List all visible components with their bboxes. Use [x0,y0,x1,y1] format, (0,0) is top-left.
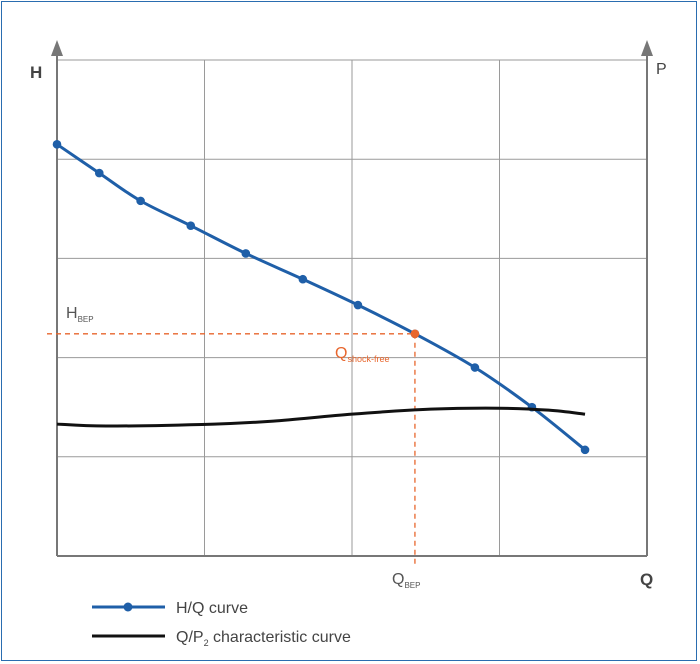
data-point-hq [52,140,62,149]
h-bep-main: H [66,305,78,322]
legend-marker-hq [123,602,133,612]
series-line-qp2 [56,406,586,428]
legend-label-qp2-main: Q/P [176,629,204,646]
data-point-hq [298,274,308,284]
legend-item-qp2: Q/P2 characteristic curve [92,629,351,648]
data-point-hq [353,300,363,310]
h-bep-sub: BEP [78,315,94,324]
q-bep-main: Q [392,571,404,588]
q-shock-free-main: Q [335,345,347,362]
y-axis-label-right: P [656,61,667,78]
x-axis-label: Q [640,570,653,589]
legend-item-hq: H/Q curve [92,600,248,617]
legend-label-qp2: Q/P2 characteristic curve [176,629,351,648]
h-bep-label: HBEP [66,305,94,324]
data-point-hq [580,445,590,455]
data-point-hq [94,168,104,178]
q-shock-free-sub: shock-free [347,354,389,364]
data-point-hq [470,363,480,372]
bep-point [410,329,420,339]
y-axis-right-arrow [641,40,653,56]
data-point-hq [186,221,196,230]
axis-labels: H P Q [30,61,667,589]
annotations: HBEP Qshock-free QBEP [66,305,420,590]
series-group [52,140,590,455]
bep-guides [47,333,416,567]
data-point-hq [241,249,251,258]
y-axis-left-arrow [51,40,63,56]
legend-label-qp2-tail: characteristic curve [209,629,351,646]
y-axis-label-left: H [30,63,42,82]
q-bep-label: QBEP [392,571,420,590]
legend: H/Q curve Q/P2 characteristic curve [92,600,351,648]
axes [51,40,653,557]
legend-label-hq: H/Q curve [176,600,248,617]
q-bep-sub: BEP [404,581,420,590]
q-shock-free-label: Qshock-free [335,345,389,364]
data-point-hq [136,196,145,206]
legend-label-qp2-sub: 2 [204,638,209,648]
